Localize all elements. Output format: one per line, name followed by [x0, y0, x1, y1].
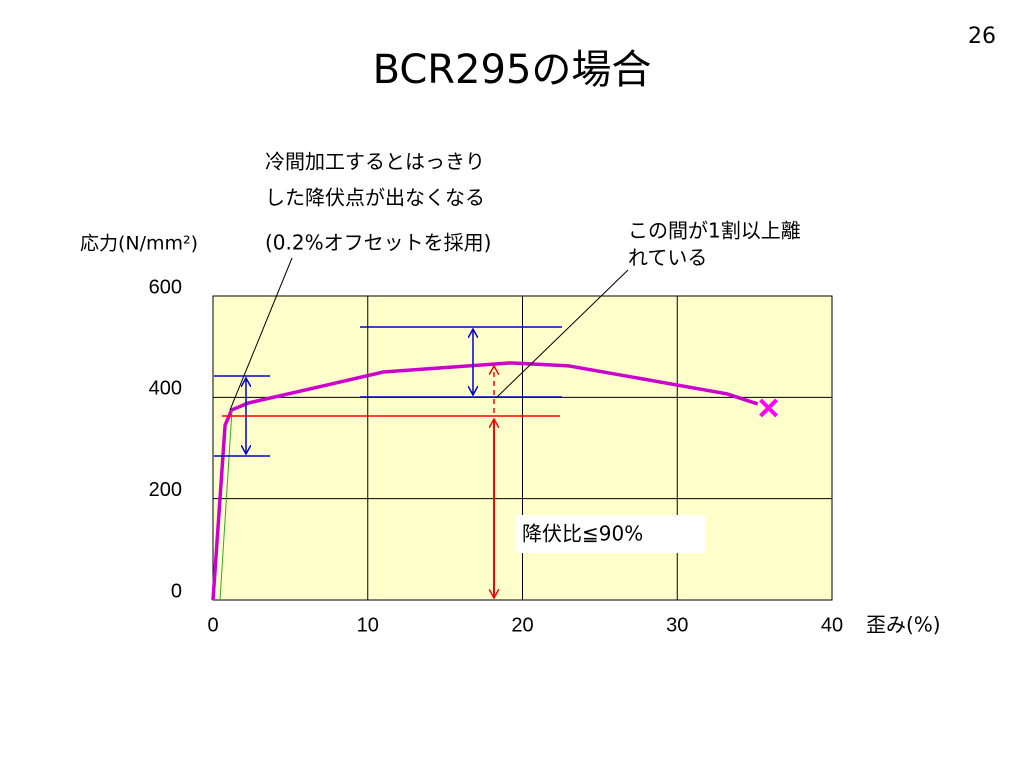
offset-line [219, 409, 233, 601]
x-tick-label: 40 [821, 614, 843, 636]
stress-strain-curve [211, 361, 759, 601]
pointer-line [229, 257, 293, 411]
y-tick-label: 0 [171, 580, 182, 602]
x-tick-label: 30 [666, 614, 688, 636]
chart-title: BCR295の場合 [373, 47, 652, 93]
y-tick-label: 600 [149, 276, 182, 298]
x-tick-label: 0 [207, 614, 218, 636]
pointer-line [495, 269, 629, 399]
fracture-marker-stroke [759, 398, 778, 418]
annotation: 冷間加工するとはっきり [265, 150, 485, 174]
annotation: 降伏比≦90% [522, 522, 643, 546]
y-axis-label: 応力(N/mm²) [80, 233, 198, 255]
x-tick-label: 20 [511, 614, 533, 636]
y-tick-label: 400 [149, 378, 182, 400]
fracture-marker [759, 398, 778, 418]
y-tick-label: 200 [149, 479, 182, 501]
annotation: した降伏点が出なくなる [265, 186, 485, 210]
x-axis-label: 歪み(%) [866, 613, 941, 637]
note-box [515, 515, 705, 553]
x-tick-label: 10 [357, 614, 379, 636]
annotation: この間が1割以上離 [628, 219, 801, 243]
annotation-layer: 冷間加工するとはっきり した降伏点が出なくなる (0.2%オフセットを採用) こ… [214, 150, 801, 601]
annotation: れている [628, 246, 707, 270]
page-number: 26 [968, 24, 996, 49]
annotation: (0.2%オフセットを採用) [265, 231, 491, 255]
